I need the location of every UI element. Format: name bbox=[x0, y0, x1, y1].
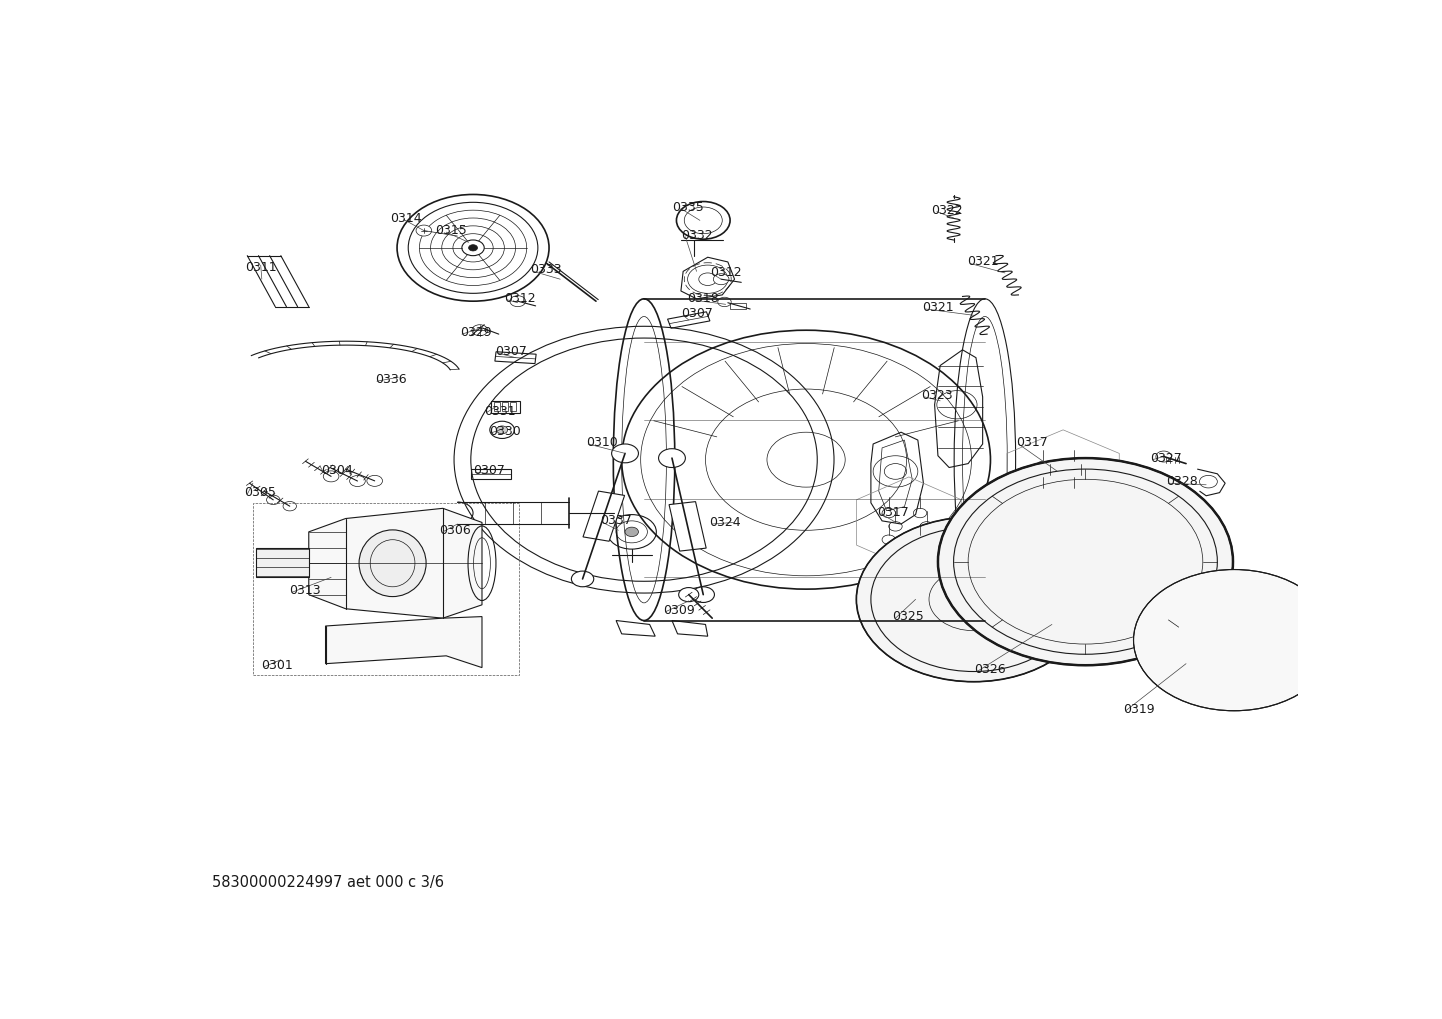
Text: 0312: 0312 bbox=[709, 266, 741, 279]
Text: 0319: 0319 bbox=[1123, 703, 1155, 715]
Text: 0335: 0335 bbox=[672, 201, 704, 214]
Circle shape bbox=[1156, 451, 1171, 462]
Polygon shape bbox=[309, 508, 482, 619]
Bar bbox=[1141, 640, 1181, 657]
Text: 0328: 0328 bbox=[1167, 475, 1198, 488]
Text: 0309: 0309 bbox=[663, 604, 695, 616]
Circle shape bbox=[937, 459, 1233, 665]
Text: 0326: 0326 bbox=[973, 663, 1005, 677]
Text: 0307: 0307 bbox=[496, 344, 528, 358]
Circle shape bbox=[679, 588, 699, 601]
Text: 0315: 0315 bbox=[435, 224, 467, 237]
Text: 0305: 0305 bbox=[244, 486, 275, 499]
Circle shape bbox=[659, 448, 685, 468]
Circle shape bbox=[714, 274, 730, 284]
Polygon shape bbox=[326, 616, 482, 667]
Circle shape bbox=[417, 225, 431, 236]
Text: 0321: 0321 bbox=[923, 301, 955, 314]
Bar bbox=[1144, 643, 1178, 654]
Text: 0318: 0318 bbox=[688, 291, 720, 305]
Bar bbox=[490, 400, 521, 413]
Text: 0307: 0307 bbox=[681, 308, 712, 320]
Circle shape bbox=[718, 298, 731, 307]
Circle shape bbox=[469, 245, 477, 251]
Circle shape bbox=[496, 426, 508, 434]
Bar bbox=[252, 502, 519, 676]
Circle shape bbox=[1133, 570, 1335, 711]
Text: 0327: 0327 bbox=[1151, 451, 1182, 465]
Ellipse shape bbox=[359, 530, 427, 596]
Circle shape bbox=[624, 527, 639, 537]
Bar bbox=[495, 403, 500, 411]
Text: 58300000224997 aet 000 c 3/6: 58300000224997 aet 000 c 3/6 bbox=[212, 874, 444, 890]
Polygon shape bbox=[583, 491, 624, 541]
Text: 0317: 0317 bbox=[878, 505, 910, 519]
Text: 0337: 0337 bbox=[600, 515, 632, 528]
Text: 0333: 0333 bbox=[531, 263, 562, 276]
Polygon shape bbox=[669, 501, 707, 551]
Bar bbox=[510, 403, 516, 411]
Text: 0332: 0332 bbox=[681, 229, 712, 242]
Text: 0310: 0310 bbox=[585, 436, 617, 449]
Circle shape bbox=[510, 296, 525, 307]
Text: 0322: 0322 bbox=[932, 204, 963, 217]
Text: 0314: 0314 bbox=[391, 212, 423, 224]
Text: 0331: 0331 bbox=[485, 405, 516, 418]
Text: 0321: 0321 bbox=[968, 256, 999, 268]
Text: 0336: 0336 bbox=[375, 373, 407, 386]
Circle shape bbox=[571, 571, 594, 587]
Text: 0311: 0311 bbox=[245, 261, 277, 274]
Circle shape bbox=[965, 593, 982, 605]
Polygon shape bbox=[257, 547, 309, 578]
Circle shape bbox=[692, 587, 714, 602]
Text: 0313: 0313 bbox=[288, 584, 320, 597]
Text: 0325: 0325 bbox=[893, 610, 924, 623]
Text: 0301: 0301 bbox=[261, 658, 293, 672]
Text: 0307: 0307 bbox=[473, 465, 505, 477]
Text: 0330: 0330 bbox=[489, 425, 521, 438]
Text: 0324: 0324 bbox=[709, 516, 741, 529]
Circle shape bbox=[857, 517, 1092, 682]
Bar bbox=[502, 403, 508, 411]
Text: 0312: 0312 bbox=[505, 291, 536, 305]
Text: 0323: 0323 bbox=[921, 389, 953, 401]
Text: 0329: 0329 bbox=[460, 326, 492, 339]
Bar bbox=[730, 303, 746, 309]
Circle shape bbox=[611, 444, 639, 463]
Text: 0304: 0304 bbox=[322, 465, 353, 477]
Text: 0306: 0306 bbox=[440, 524, 472, 537]
Text: 0317: 0317 bbox=[1017, 436, 1048, 449]
